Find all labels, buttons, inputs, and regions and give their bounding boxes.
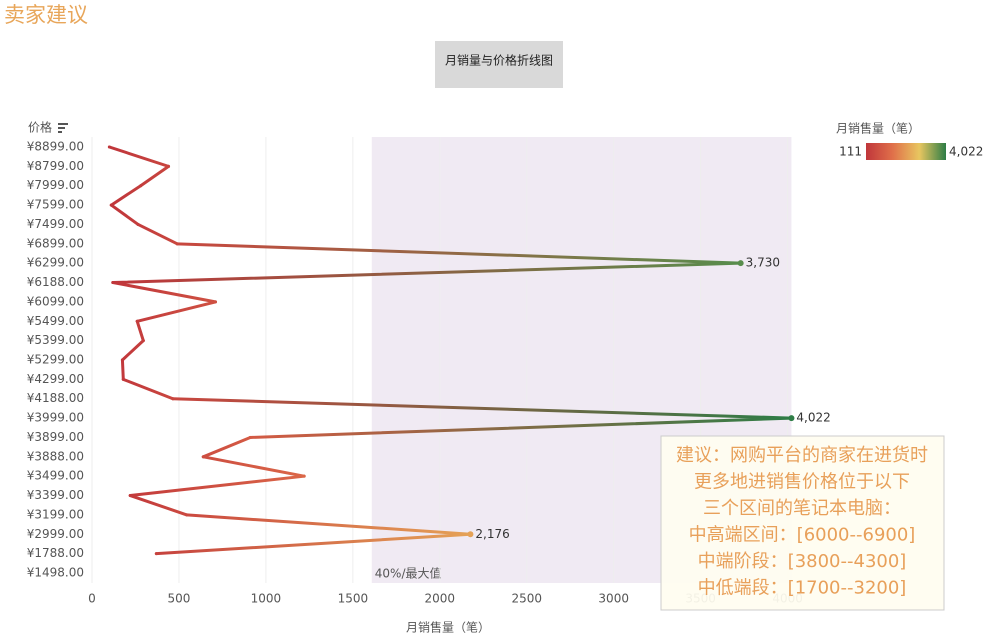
line-segment <box>201 435 252 459</box>
line-segment <box>121 377 175 401</box>
y-axis-title: 价格 <box>28 120 52 135</box>
data-point <box>171 397 175 401</box>
data-point <box>109 203 113 207</box>
x-tick-label: 1500 <box>338 592 369 606</box>
line-segment <box>135 319 145 343</box>
line-segment <box>201 455 306 478</box>
data-point <box>248 435 252 439</box>
y-tick-label: ¥1788.00 <box>27 546 84 560</box>
y-tick-label: ¥4299.00 <box>27 372 84 386</box>
y-tick-label: ¥7499.00 <box>27 217 84 231</box>
y-tick-label: ¥7599.00 <box>27 198 84 212</box>
data-label: 3,730 <box>746 256 780 270</box>
annotation-line: 中高端区间：[6000--6900] <box>689 525 916 546</box>
y-tick-label: ¥7999.00 <box>27 178 84 192</box>
data-point <box>201 455 205 459</box>
x-tick-label: 1000 <box>251 592 282 606</box>
line-segment <box>171 397 793 420</box>
legend-gradient <box>866 143 946 160</box>
line-segment <box>248 416 793 439</box>
legend-max: 4,022 <box>949 145 983 159</box>
line-segment <box>139 164 171 188</box>
annotation-line: 三个区间的笔记本电脑： <box>703 498 901 519</box>
y-tick-label: ¥2999.00 <box>27 527 84 541</box>
data-point <box>185 513 189 517</box>
data-point <box>111 281 115 285</box>
x-tick-label: 500 <box>167 592 190 606</box>
data-label: 4,022 <box>796 411 830 425</box>
x-tick-label: 2000 <box>425 592 456 606</box>
page-title: 卖家建议 <box>4 3 88 27</box>
y-tick-label: ¥5499.00 <box>27 314 84 328</box>
y-tick-label: ¥1498.00 <box>27 566 84 580</box>
line-segment <box>154 532 472 556</box>
data-point <box>302 474 306 478</box>
y-tick-label: ¥3399.00 <box>27 488 84 502</box>
x-tick-label: 3000 <box>598 592 629 606</box>
y-tick-label: ¥6188.00 <box>27 275 84 289</box>
x-tick-label: 0 <box>88 592 96 606</box>
data-point <box>128 494 132 498</box>
data-point <box>141 339 145 343</box>
y-tick-label: ¥6099.00 <box>27 294 84 308</box>
data-point <box>139 184 143 188</box>
data-label: 2,176 <box>475 527 509 541</box>
line-segment <box>111 261 743 285</box>
y-tick-label: ¥3499.00 <box>27 469 84 483</box>
x-tick-label: 2500 <box>511 592 542 606</box>
sort-icon[interactable] <box>58 123 68 133</box>
y-tick-label: ¥4188.00 <box>27 391 84 405</box>
line-segment <box>120 358 125 381</box>
data-point <box>154 552 158 556</box>
annotation-line: 中端阶段：[3800--4300] <box>698 551 907 572</box>
line-segment <box>136 222 179 246</box>
y-tick-label: ¥5299.00 <box>27 353 84 367</box>
y-tick-label: ¥3888.00 <box>27 449 84 463</box>
y-tick-label: ¥3999.00 <box>27 411 84 425</box>
data-point <box>135 319 139 323</box>
annotation-box <box>660 435 945 611</box>
annotation-line: 建议：网购平台的商家在进货时 <box>676 445 928 466</box>
line-segment <box>185 513 472 536</box>
data-point <box>120 358 124 362</box>
line-segment <box>109 203 140 226</box>
x-axis-title: 月销售量（笔） <box>406 620 490 635</box>
data-point <box>136 222 140 226</box>
data-point <box>167 164 171 168</box>
line-segment <box>135 300 217 323</box>
line-segment <box>128 494 189 517</box>
legend-title: 月销售量（笔） <box>836 121 920 136</box>
data-point <box>737 260 744 267</box>
line-segment <box>107 145 171 168</box>
line-segment <box>120 339 145 362</box>
line-segment <box>128 474 306 498</box>
y-tick-label: ¥3199.00 <box>27 507 84 521</box>
data-point <box>788 415 795 422</box>
annotation-line: 更多地进销售价格位于以下 <box>694 472 910 493</box>
data-point <box>213 300 217 304</box>
y-tick-label: ¥6299.00 <box>27 256 84 270</box>
annotation-line: 中低端段：[1700--3200] <box>698 578 907 599</box>
sheet-button[interactable] <box>435 41 563 88</box>
y-tick-label: ¥6899.00 <box>27 236 84 250</box>
y-tick-label: ¥8899.00 <box>27 140 84 154</box>
y-tick-label: ¥3899.00 <box>27 430 84 444</box>
y-tick-label: ¥8799.00 <box>27 159 84 173</box>
y-tick-label: ¥5399.00 <box>27 333 84 347</box>
data-point <box>467 531 474 538</box>
legend-min: 111 <box>839 145 862 159</box>
line-segment <box>111 281 217 304</box>
line-segment <box>175 242 743 265</box>
data-point <box>175 242 179 246</box>
line-segment <box>109 184 143 207</box>
reference-band-label: 40%/最大值 <box>375 566 442 581</box>
data-point <box>121 377 125 381</box>
data-point <box>107 145 111 149</box>
sheet-button-label[interactable]: 月销量与价格折线图 <box>445 53 553 68</box>
